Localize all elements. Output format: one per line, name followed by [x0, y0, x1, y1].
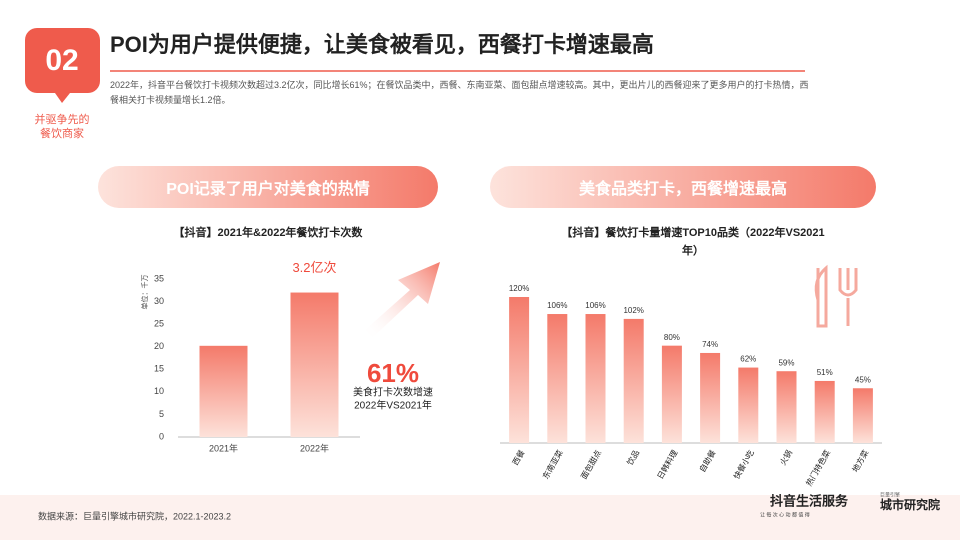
chart-title: 【抖音】2021年&2022年餐饮打卡次数: [173, 227, 363, 239]
logo-sub: 巨量引擎: [880, 491, 900, 498]
badge-number: 02: [45, 44, 78, 77]
body-text: 2022年，抖音平台餐饮打卡视频次数超过3.2亿次，同比增长61%；在餐饮品类中…: [110, 80, 809, 105]
x-tick-label: 热门特色菜: [804, 448, 833, 488]
x-tick-label: 地方菜: [850, 448, 871, 474]
y-axis-label: 单位：千万: [140, 275, 149, 310]
x-tick-label: 火锅: [777, 448, 794, 467]
value-label: 102%: [623, 306, 643, 315]
badge: [25, 28, 100, 93]
callout-value: 61%: [367, 358, 419, 388]
x-tick-label: 自助餐: [697, 448, 718, 474]
y-tick-label: 35: [154, 273, 164, 283]
bar: [776, 371, 797, 443]
x-tick-label: 2022年: [300, 442, 329, 453]
panel-title: 美食品类打卡，西餐增速最高: [490, 166, 876, 208]
bar: [623, 318, 644, 443]
x-tick-label: 面包甜点: [578, 448, 603, 481]
slide-title: POI为用户提供便捷，让美食被看见，西餐打卡增速最高: [110, 32, 654, 57]
value-label: 3.2亿次: [292, 260, 336, 275]
bar: [585, 314, 606, 443]
value-label: 74%: [702, 340, 718, 349]
bar: [738, 367, 759, 443]
x-tick-label: 2021年: [209, 442, 238, 453]
value-label: 106%: [547, 301, 567, 310]
y-tick-label: 10: [154, 386, 164, 396]
badge-caption: 餐饮商家: [40, 126, 84, 140]
x-tick-label: 西餐: [511, 449, 527, 467]
value-label: 51%: [817, 368, 833, 377]
y-tick-label: 5: [159, 409, 164, 419]
bar: [661, 345, 682, 443]
footer-band: [0, 495, 960, 540]
x-tick-label: 快餐小吃: [731, 448, 756, 481]
source: 数据来源：巨量引擎城市研究院，2022.1-2023.2: [38, 510, 231, 521]
bar: [509, 297, 530, 443]
logo-sub: 让 每 次 心 动 都 值 得: [760, 511, 810, 518]
callout-text: 2022年VS2021年: [354, 399, 432, 412]
chart-title: 【抖音】餐饮打卡量增速TOP10品类（2022年VS2021年）: [561, 227, 825, 257]
panel-title: POI记录了用户对美食的热情: [98, 166, 438, 208]
value-label: 106%: [585, 301, 605, 310]
bar: [814, 380, 835, 443]
bar: [547, 314, 568, 443]
badge-caption: 并驱争先的: [35, 112, 90, 126]
logo-text: 城市研究院: [880, 497, 940, 512]
bar: [199, 345, 248, 437]
value-label: 62%: [740, 355, 756, 364]
value-label: 45%: [855, 375, 871, 384]
y-tick-label: 20: [154, 341, 164, 351]
bar: [852, 388, 873, 443]
y-tick-label: 15: [154, 364, 164, 374]
bar: [700, 352, 721, 443]
value-label: 59%: [778, 358, 794, 367]
badge-tail: [55, 93, 70, 103]
value-label: 80%: [664, 333, 680, 342]
callout-text: 美食打卡次数增速: [353, 386, 433, 399]
bar: [290, 292, 339, 437]
x-tick-label: 日韩料理: [655, 448, 680, 481]
x-tick-label: 饮品: [625, 448, 642, 467]
x-tick-label: 东南亚菜: [540, 448, 565, 481]
y-tick-label: 0: [159, 431, 164, 441]
value-label: 120%: [509, 284, 529, 293]
cutlery-icon: [814, 264, 858, 328]
logo-text: 抖音生活服务: [770, 493, 849, 508]
arrow-decoration: [365, 262, 440, 338]
y-tick-label: 25: [154, 319, 164, 329]
y-tick-label: 30: [154, 296, 164, 306]
